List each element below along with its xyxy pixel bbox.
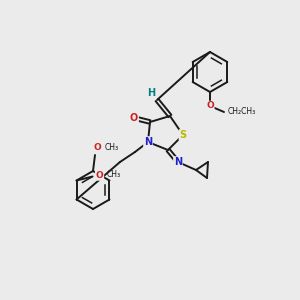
Text: O: O (206, 101, 214, 110)
Text: S: S (179, 130, 187, 140)
Text: O: O (93, 143, 101, 152)
Text: N: N (144, 137, 152, 147)
Text: O: O (130, 113, 138, 123)
Text: CH₃: CH₃ (106, 170, 121, 179)
Text: H: H (147, 88, 155, 98)
Text: CH₂CH₃: CH₂CH₃ (228, 107, 256, 116)
Text: N: N (174, 157, 182, 167)
Text: CH₃: CH₃ (105, 142, 119, 152)
Text: O: O (96, 171, 104, 180)
